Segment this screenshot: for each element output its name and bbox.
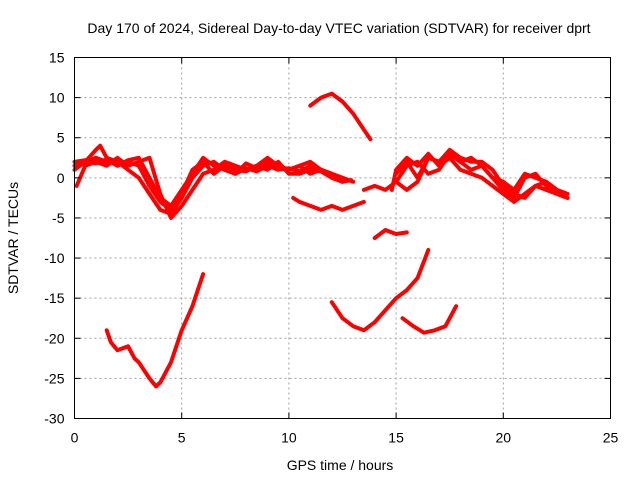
x-tick-label: 20 (496, 430, 512, 446)
x-tick-label: 10 (281, 430, 297, 446)
x-axis-label: GPS time / hours (287, 457, 394, 473)
grid-layer (74, 57, 611, 419)
y-tick-label: 0 (57, 170, 65, 186)
y-tick-label: 5 (57, 130, 65, 146)
y-tick-label: 10 (49, 90, 65, 106)
y-tick-label: -10 (44, 250, 64, 266)
y-tick-label: -30 (44, 411, 64, 427)
series-line-trace-n (400, 304, 459, 335)
series-line-trace-j (291, 195, 366, 212)
x-tick-label: 25 (603, 430, 619, 446)
series-line-trace-d (72, 155, 354, 212)
series-line-trace-h (361, 151, 559, 192)
chart-title: Day 170 of 2024, Sidereal Day-to-day VTE… (87, 20, 590, 36)
series-layer (72, 91, 570, 389)
x-tick-label: 0 (71, 430, 79, 446)
y-axis-label: SDTVAR / TECUs (5, 182, 21, 294)
series-line-trace-k (308, 91, 373, 142)
series-line-trace-c (74, 155, 345, 220)
y-tick-label: 15 (49, 50, 65, 66)
y-tick-label: -5 (52, 210, 65, 226)
tick-layer: 0 5 10 15 20 25 -30 -25 -20 -15 -10 -5 0 5 10 15 (44, 50, 618, 446)
x-tick-label: 5 (178, 430, 186, 446)
series-line-trace-m (329, 248, 431, 333)
series-line-trace-l (372, 228, 409, 240)
y-tick-label: -20 (44, 330, 64, 346)
y-tick-label: -15 (44, 290, 64, 306)
y-tick-label: -25 (44, 370, 64, 386)
x-tick-label: 15 (388, 430, 404, 446)
series-line-trace-i (104, 272, 206, 389)
plot-frame (74, 57, 611, 419)
